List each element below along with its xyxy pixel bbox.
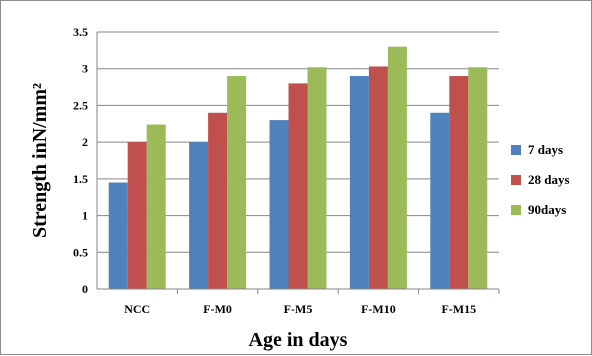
x-tick-label: F-M10: [361, 302, 396, 316]
x-axis-title: Age in days: [249, 329, 348, 351]
bar: [127, 142, 147, 289]
y-tick-label: 2.5: [73, 98, 88, 112]
bar: [208, 112, 228, 290]
y-tick-label: 0: [82, 282, 88, 296]
y-axis-title: Strength inN/mm²: [29, 83, 51, 238]
bar: [387, 46, 407, 289]
y-tick-label: 3: [82, 62, 88, 76]
bar: [349, 76, 369, 289]
axes: [96, 32, 499, 290]
legend-label: 90days: [528, 202, 566, 217]
legend-label: 7 days: [528, 142, 563, 157]
x-tick-labels: NCC F-M0 F-M5 F-M10 F-M15: [124, 302, 476, 316]
bars: [108, 46, 500, 294]
y-tick-label: 1.5: [73, 172, 88, 186]
legend-swatch: [511, 205, 521, 215]
y-tick-labels: 0 0.5 1 1.5 2 2.5 3 3.5: [73, 25, 88, 296]
bar: [108, 182, 128, 289]
bar: [269, 120, 289, 289]
legend-label: 28 days: [528, 172, 570, 187]
y-tick-label: 0.5: [73, 245, 88, 259]
bar: [288, 83, 308, 290]
x-tick-label: NCC: [124, 302, 150, 316]
legend-swatch: [511, 175, 521, 185]
bar: [146, 124, 166, 290]
x-tick-label: F-M0: [203, 302, 232, 316]
bar: [227, 76, 247, 289]
bar: [307, 67, 327, 289]
x-tick-label: F-M5: [284, 302, 313, 316]
bar: [468, 67, 488, 289]
bar: [189, 142, 209, 289]
legend: 7 days 28 days 90days: [511, 142, 570, 217]
legend-swatch: [511, 145, 521, 155]
bar: [449, 76, 469, 289]
y-tick-label: 1: [82, 209, 88, 223]
y-tick-label: 3.5: [73, 25, 88, 39]
x-tick-label: F-M15: [441, 302, 476, 316]
y-tick-label: 2: [82, 135, 88, 149]
bar: [430, 112, 450, 290]
bar: [368, 66, 388, 289]
